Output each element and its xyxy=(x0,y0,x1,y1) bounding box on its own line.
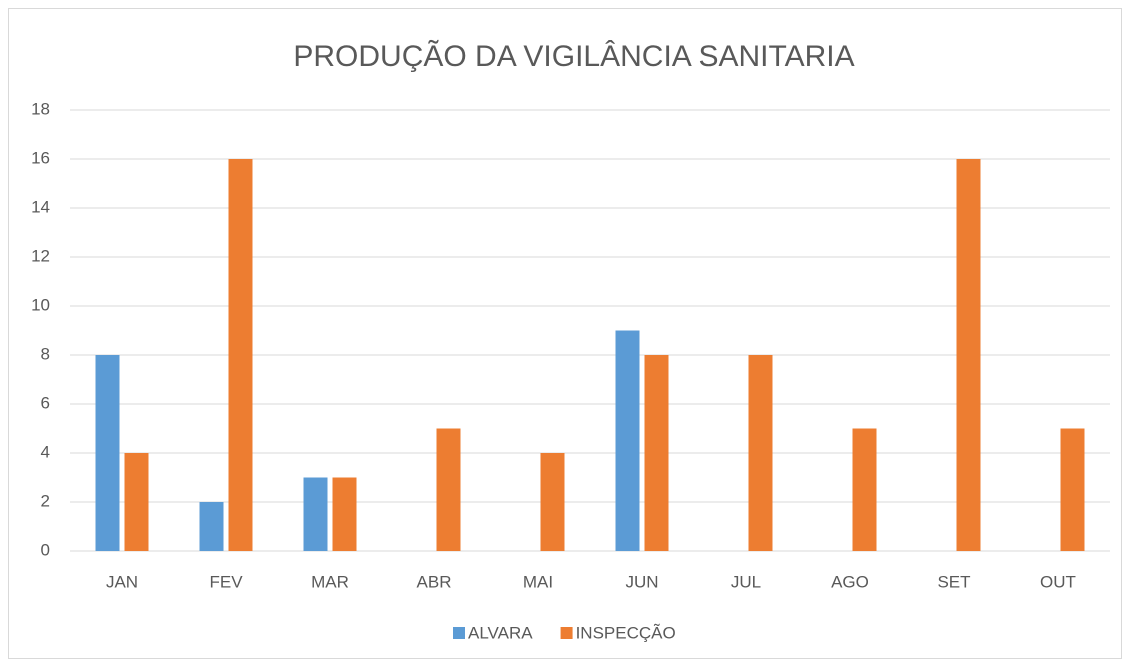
bar xyxy=(303,477,328,551)
chart-title: PRODUÇÃO DA VIGILÂNCIA SANITARIA xyxy=(293,39,854,73)
x-tick-label: OUT xyxy=(1040,572,1076,591)
legend-label: INSPECÇÃO xyxy=(576,623,676,642)
bar xyxy=(436,428,461,551)
x-tick-label: JUL xyxy=(731,572,761,591)
x-tick-label: JAN xyxy=(106,572,138,591)
x-tick-label: AGO xyxy=(831,572,869,591)
bar xyxy=(228,159,253,551)
legend-label: ALVARA xyxy=(468,623,533,642)
x-tick-label: ABR xyxy=(417,572,452,591)
bar xyxy=(1060,428,1085,551)
x-tick-label: SET xyxy=(937,572,970,591)
legend-swatch xyxy=(560,627,573,639)
x-tick-label: MAI xyxy=(523,572,553,591)
bar xyxy=(644,355,669,551)
y-tick-label: 8 xyxy=(41,344,50,363)
bar xyxy=(332,477,357,551)
y-tick-label: 2 xyxy=(41,491,50,510)
bar xyxy=(852,428,877,551)
legend-swatch xyxy=(453,627,465,639)
x-tick-label: FEV xyxy=(209,572,243,591)
bar xyxy=(124,453,149,551)
y-tick-label: 4 xyxy=(41,442,50,461)
y-tick-label: 18 xyxy=(31,99,50,118)
chart-border xyxy=(8,8,1122,659)
y-tick-label: 10 xyxy=(31,295,50,314)
y-tick-label: 16 xyxy=(31,148,50,167)
bar xyxy=(748,355,773,551)
y-tick-label: 12 xyxy=(31,246,50,265)
y-tick-label: 14 xyxy=(31,197,50,216)
bar xyxy=(956,159,981,551)
y-tick-label: 6 xyxy=(41,393,50,412)
x-tick-label: MAR xyxy=(311,572,349,591)
y-tick-label: 0 xyxy=(41,540,50,559)
x-tick-label: JUN xyxy=(625,572,658,591)
bar xyxy=(540,453,565,551)
bar xyxy=(199,502,224,551)
bar xyxy=(95,355,120,551)
bar xyxy=(615,330,640,551)
